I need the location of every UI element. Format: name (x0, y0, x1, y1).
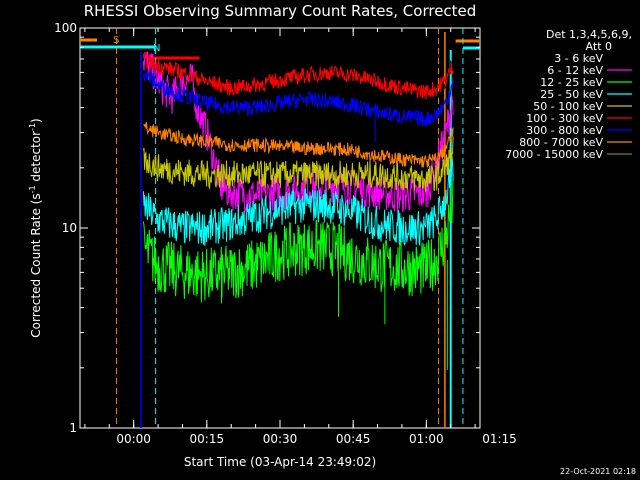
x-tick-label: 00:45 (336, 432, 371, 446)
series-line-7 (143, 121, 454, 168)
legend-label: 300 - 800 keV (526, 124, 603, 137)
x-tick-label: 01:15 (482, 432, 517, 446)
legend-label: 12 - 25 keV (540, 76, 603, 89)
night-flag-label: N (153, 43, 160, 54)
chart-title: RHESSI Observing Summary Count Rates, Co… (84, 2, 477, 20)
legend-label: 100 - 300 keV (526, 112, 603, 125)
series-line-5 (142, 51, 454, 100)
saa-flag-label: S (113, 35, 119, 46)
series-line-2 (142, 173, 454, 303)
y-tick-label: 100 (54, 21, 77, 35)
flags-layer (80, 28, 480, 428)
legend-label: 3 - 6 keV (554, 52, 603, 65)
legend-label: 6 - 12 keV (547, 64, 603, 77)
y-tick-label: 10 (62, 221, 77, 235)
series-line-0 (142, 53, 454, 115)
legend-label: 7000 - 15000 keV (505, 148, 603, 161)
x-tick-label: 00:30 (263, 432, 298, 446)
ticks-layer: 00:00 00:15 00:30 00:45 01:00 01:15 1 10 100 (54, 21, 517, 446)
x-tick-label: 00:00 (116, 432, 151, 446)
generation-timestamp: 22-Oct-2021 02:18 (560, 467, 636, 476)
series-line-6 (142, 70, 454, 127)
legend-label: 800 - 7000 keV (519, 136, 603, 149)
legend-label: 50 - 100 keV (533, 100, 603, 113)
y-axis-label: Corrected Count Rate (s-1 detector-1) (28, 118, 43, 337)
x-tick-label: 01:00 (409, 432, 444, 446)
series-line-4 (142, 136, 454, 192)
series-line-1 (142, 51, 454, 213)
legend-header-line1: Det 1,3,4,5,6,9, (546, 28, 632, 41)
legend-header-line2: Att 0 (586, 40, 612, 53)
series-layer (142, 51, 454, 325)
legend-label: 25 - 50 keV (540, 88, 603, 101)
x-tick-label: 00:15 (190, 432, 225, 446)
x-axis-label: Start Time (03-Apr-14 23:49:02) (184, 455, 376, 469)
y-tick-label: 1 (69, 421, 77, 435)
series-line-3 (142, 155, 454, 247)
